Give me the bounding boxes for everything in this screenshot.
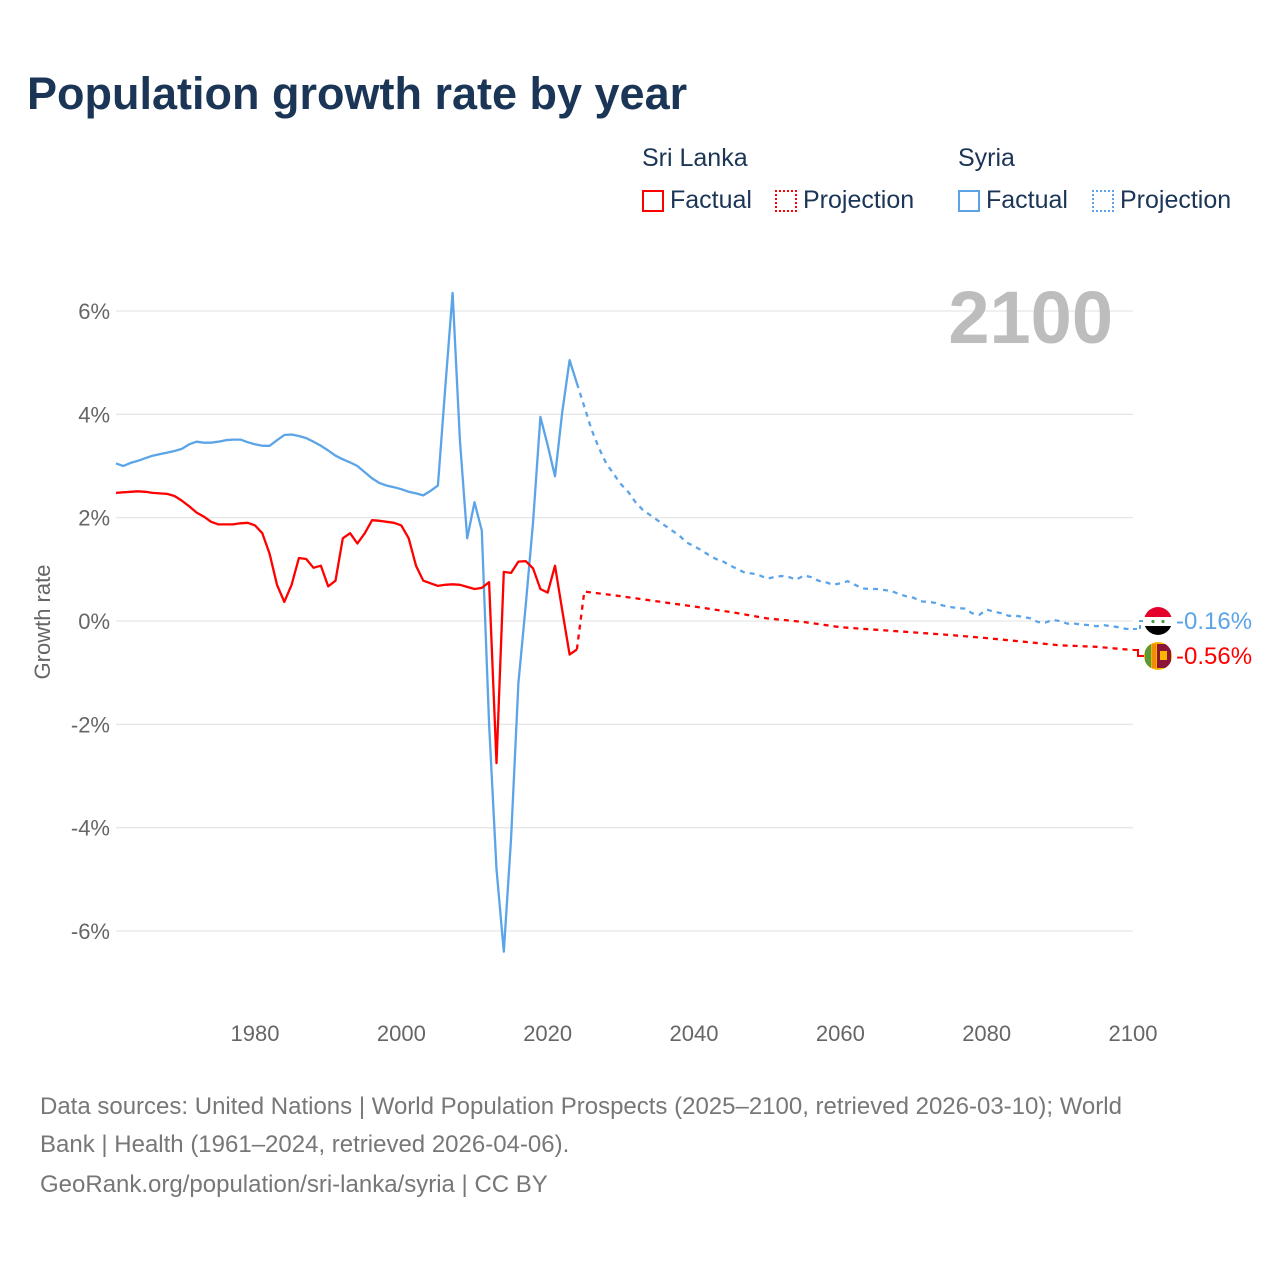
legend-swatch-dotted-icon	[775, 189, 797, 212]
sri-lanka-end-value: -0.56%	[1176, 643, 1252, 670]
syria-flag-icon	[1144, 607, 1172, 635]
y-tick-label: 2%	[78, 506, 110, 531]
y-tick-label: 6%	[78, 299, 110, 324]
footer-line: Bank | Health (1961–2024, retrieved 2026…	[40, 1131, 570, 1158]
legend-label: Factual	[986, 186, 1068, 214]
x-tick-label: 2080	[962, 1021, 1011, 1046]
year-watermark: 2100	[948, 276, 1113, 359]
sri-lanka-flag-icon	[1144, 642, 1172, 670]
legend-sri-lanka-factual[interactable]: Factual	[642, 186, 752, 215]
x-tick-label: 2060	[816, 1021, 865, 1046]
legend-swatch-solid-icon	[642, 189, 664, 212]
x-tick-label: 2020	[523, 1021, 572, 1046]
series-line-syria-projection	[575, 382, 1134, 631]
legend-sri-lanka-projection[interactable]: Projection	[775, 186, 914, 215]
y-tick-label: -2%	[71, 712, 110, 737]
legend-syria-projection[interactable]: Projection	[1092, 186, 1231, 215]
legend-label: Projection	[1120, 186, 1232, 214]
footer-line[interactable]: GeoRank.org/population/sri-lanka/syria |…	[40, 1171, 548, 1198]
x-tick-label: 2040	[670, 1021, 719, 1046]
x-tick-label: 1980	[231, 1021, 280, 1046]
y-tick-label: -4%	[71, 816, 110, 841]
chart-title: Population growth rate by year	[27, 68, 688, 119]
syria-end-value: -0.16%	[1176, 608, 1252, 635]
footer-line: Data sources: United Nations | World Pop…	[40, 1093, 1122, 1120]
legend-syria-factual[interactable]: Factual	[958, 186, 1068, 215]
legend-label: Factual	[670, 186, 752, 214]
series-line-sri-lanka-projection	[575, 590, 1134, 652]
y-axis-label: Growth rate	[30, 565, 55, 680]
legend-label: Projection	[803, 186, 915, 214]
legend-swatch-solid-icon	[958, 189, 980, 212]
series-line-sri-lanka-factual	[115, 490, 578, 765]
line-chart: 6% 4% 2% 0% -2% -4% -6% 1980 2000 2020 2040 2060 208…	[30, 276, 1252, 1046]
legend-sri-lanka-heading: Sri Lanka	[642, 144, 748, 172]
footer-sources: Data sources: United Nations | World Pop…	[40, 1088, 1240, 1204]
x-tick-label: 2000	[377, 1021, 426, 1046]
x-tick-label: 2100	[1109, 1021, 1158, 1046]
legend-syria-heading: Syria	[958, 144, 1015, 172]
series-line-syria-factual	[115, 291, 578, 953]
y-tick-label: -6%	[71, 919, 110, 944]
y-tick-label: 0%	[78, 609, 110, 634]
y-tick-label: 4%	[78, 402, 110, 427]
legend-swatch-dotted-icon	[1092, 189, 1114, 212]
